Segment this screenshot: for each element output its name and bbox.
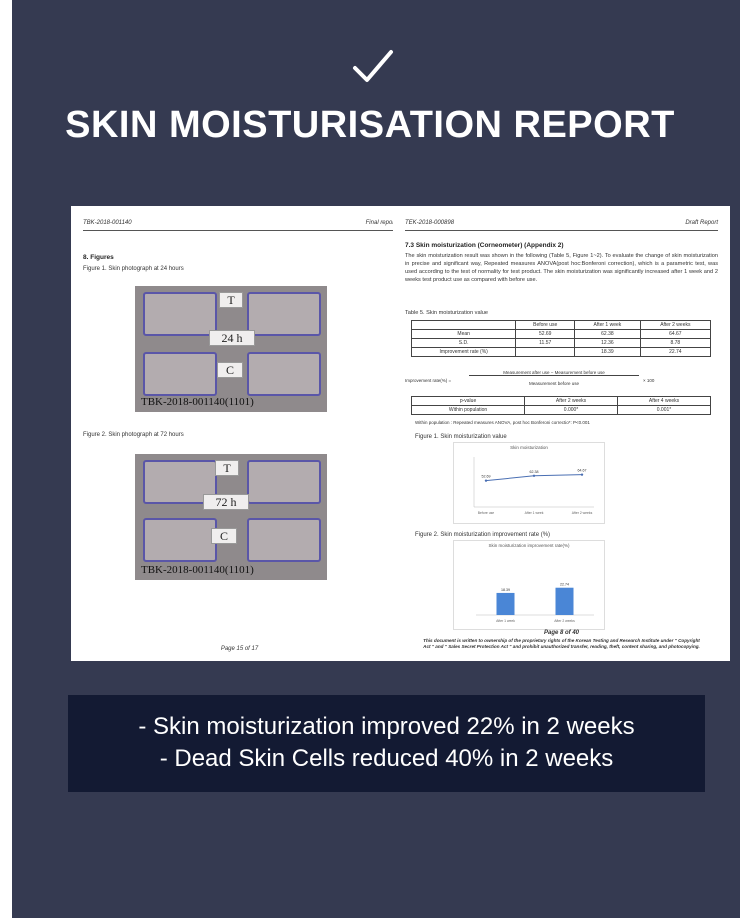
- summary-box: - Skin moisturization improved 22% in 2 …: [68, 695, 705, 792]
- data-label: 52.69: [482, 475, 491, 479]
- test-patch: [247, 460, 321, 504]
- table-row: S.D. 11.57 12.36 8.78: [410, 338, 712, 348]
- table-cell: Within population: [410, 405, 526, 415]
- table-row: Improvement rate (%) 18.39 22.74: [410, 347, 712, 357]
- line-chart-svg: 52.69 Before use 62.38 After 1 week 64.67 Aft…: [473, 457, 594, 515]
- table-header: After 2 weeks: [524, 396, 619, 406]
- section-heading: 7.3 Skin moisturization (Corneometer) (A…: [405, 242, 564, 249]
- table-cell: 12.36: [574, 338, 641, 348]
- skin-photo-24h: T 24 h C TBK-2018-001140(1101): [135, 286, 327, 412]
- moisturization-line-chart: Skin moisturization 52.69 Before use 62.38…: [453, 442, 605, 524]
- data-label: 62.38: [530, 470, 539, 474]
- table-cell: 11.57: [515, 338, 576, 348]
- data-label: 18.39: [501, 588, 510, 592]
- tick-label: After 2 weeks: [572, 511, 593, 515]
- formula-numerator: Measurement after use − Measurement befo…: [469, 370, 639, 376]
- table-header: p-value: [410, 396, 526, 406]
- tick-label: After 2 weeks: [554, 619, 575, 623]
- table-cell: [515, 347, 576, 357]
- table-header: After 4 weeks: [617, 396, 711, 406]
- sample-code: TBK-2018-001140(1101): [141, 564, 254, 576]
- body-paragraph: The skin moisturization result was shown…: [405, 253, 718, 283]
- figure-caption: Figure 2. Skin photograph at 72 hours: [83, 432, 184, 438]
- improvement-bar-chart: Skin moisturization improvement rate(%) …: [453, 540, 605, 630]
- data-point: [532, 474, 536, 478]
- page-header: TBK-2018-001140 Final report: [83, 220, 396, 231]
- bar-chart-svg: 18.39 After 1 week 22.74 After 2 weeks: [476, 583, 594, 623]
- tick-label: After 1 week: [496, 619, 515, 623]
- table-header: Before use: [515, 320, 576, 330]
- formula-left: Improvement rate(%) =: [405, 378, 452, 383]
- table-cell: 8.78: [639, 338, 712, 348]
- report-page-figures: TBK-2018-001140 Final report 8. Figures …: [71, 206, 408, 661]
- pvalue-table: p-value After 2 weeks After 4 weeks With…: [410, 396, 711, 415]
- label-c: C: [211, 528, 237, 544]
- page-footer: Page 15 of 17: [220, 646, 259, 652]
- table-row: Within population 0.000* 0.001*: [410, 405, 711, 415]
- chart-title: Skin moisturization: [510, 445, 548, 450]
- label-time: 72 h: [203, 494, 249, 510]
- control-patch: [247, 352, 321, 396]
- data-point: [580, 473, 584, 476]
- table-caption: Table 5. Skin moisturization value: [405, 310, 489, 316]
- data-label: 22.74: [560, 583, 569, 587]
- table-cell: 0.001*: [617, 405, 711, 415]
- bar: [496, 592, 515, 615]
- bar: [555, 587, 574, 615]
- section-heading: 8. Figures: [83, 254, 114, 261]
- table-cell: 64.67: [639, 329, 712, 339]
- doc-type: Final report: [365, 220, 396, 226]
- table-header-row: p-value After 2 weeks After 4 weeks: [410, 396, 711, 406]
- data-label: 64.67: [578, 469, 587, 473]
- tick-label: After 1 week: [525, 511, 544, 515]
- label-c: C: [217, 362, 243, 378]
- table-cell: Improvement rate (%): [410, 347, 517, 357]
- test-patch: [247, 292, 321, 336]
- table-header-row: Before use After 1 week After 2 weeks: [410, 320, 712, 330]
- table-cell: 0.000*: [524, 405, 619, 415]
- control-patch: [143, 518, 217, 562]
- table-row: Mean 52.69 62.38 64.67: [410, 329, 712, 339]
- page-title: SKIN MOISTURISATION REPORT: [65, 104, 675, 146]
- tick-label: Before use: [478, 511, 495, 515]
- summary-line-1: - Skin moisturization improved 22% in 2 …: [138, 713, 635, 740]
- report-page-moisturization: TEK-2018-000898 Draft Report 7.3 Skin mo…: [393, 206, 730, 661]
- sample-code: TBK-2018-001140(1101): [141, 396, 254, 408]
- doc-id: TBK-2018-001140: [83, 220, 132, 226]
- table-cell: 62.38: [574, 329, 641, 339]
- figure-caption: Figure 1. Skin moisturization value: [415, 434, 507, 440]
- page-number: Page 8 of 40: [543, 630, 579, 636]
- figure-caption: Figure 1. Skin photograph at 24 hours: [83, 266, 184, 272]
- test-patch: [143, 292, 217, 336]
- control-patch: [247, 518, 321, 562]
- copyright-notice: This document is written to ownership of…: [423, 638, 700, 649]
- improvement-formula: Improvement rate(%) = Measurement after …: [405, 370, 715, 392]
- checkmark-icon: [353, 50, 393, 82]
- chart-title: Skin moisturization improvement rate(%): [488, 543, 570, 548]
- moisturization-table: Before use After 1 week After 2 weeks Me…: [410, 320, 712, 357]
- table-cell: Mean: [410, 329, 517, 339]
- table-header: After 1 week: [574, 320, 641, 330]
- table-cell: 22.74: [639, 347, 712, 357]
- table-header: After 2 weeks: [639, 320, 712, 330]
- table-note: Within population : Repeated measures AN…: [415, 420, 590, 425]
- label-time: 24 h: [209, 330, 255, 346]
- table-cell: 18.39: [574, 347, 641, 357]
- formula-denominator: Measurement before use: [528, 381, 580, 386]
- page-header: TEK-2018-000898 Draft Report: [405, 220, 718, 231]
- figure-caption: Figure 2. Skin moisturization improvemen…: [415, 532, 551, 538]
- table-cell: S.D.: [410, 338, 517, 348]
- table-header: [410, 320, 517, 330]
- control-patch: [143, 352, 217, 396]
- table-cell: 52.69: [515, 329, 576, 339]
- label-t: T: [215, 460, 239, 476]
- doc-id: TEK-2018-000898: [405, 220, 455, 226]
- doc-type: Draft Report: [685, 220, 718, 226]
- summary-line-2: - Dead Skin Cells reduced 40% in 2 weeks: [159, 745, 614, 772]
- skin-photo-72h: T 72 h C TBK-2018-001140(1101): [135, 454, 327, 580]
- formula-right: × 100: [643, 378, 655, 383]
- data-point: [484, 479, 488, 482]
- label-t: T: [219, 292, 243, 308]
